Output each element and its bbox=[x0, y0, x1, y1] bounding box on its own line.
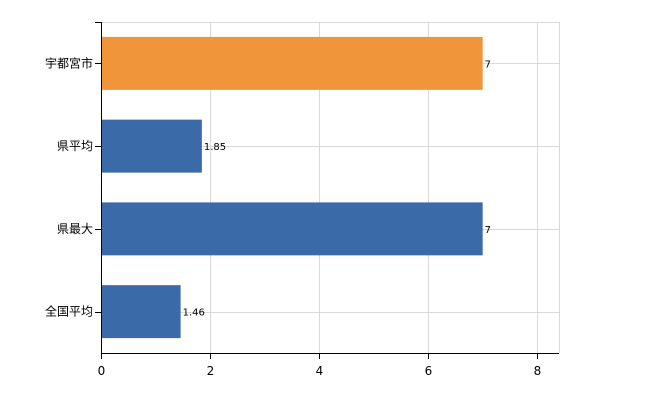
x-tick-label-4: 8 bbox=[534, 364, 542, 378]
axes bbox=[95, 22, 559, 359]
bars bbox=[101, 36, 483, 339]
x-tick-label-2: 4 bbox=[316, 364, 324, 378]
category-label-3: 全国平均 bbox=[45, 304, 93, 319]
labels: 7 宇都宮市 1.85 県平均 7 県最大 1.46 全国平均 0 2 4 6 8 bbox=[45, 55, 541, 378]
data-label-0: 7 bbox=[485, 59, 491, 70]
bar-0 bbox=[101, 36, 483, 90]
x-tick-label-3: 6 bbox=[425, 364, 433, 378]
data-label-2: 7 bbox=[485, 225, 491, 236]
bar-2 bbox=[101, 202, 483, 256]
data-label-3: 1.46 bbox=[183, 308, 205, 319]
data-label-1: 1.85 bbox=[204, 142, 226, 153]
category-label-1: 県平均 bbox=[57, 139, 93, 153]
bar-1 bbox=[101, 119, 202, 173]
category-label-2: 県最大 bbox=[57, 222, 93, 236]
x-tick-label-1: 2 bbox=[207, 364, 215, 378]
bar-3 bbox=[101, 285, 181, 339]
category-label-0: 宇都宮市 bbox=[45, 55, 93, 70]
x-tick-label-0: 0 bbox=[98, 364, 106, 378]
